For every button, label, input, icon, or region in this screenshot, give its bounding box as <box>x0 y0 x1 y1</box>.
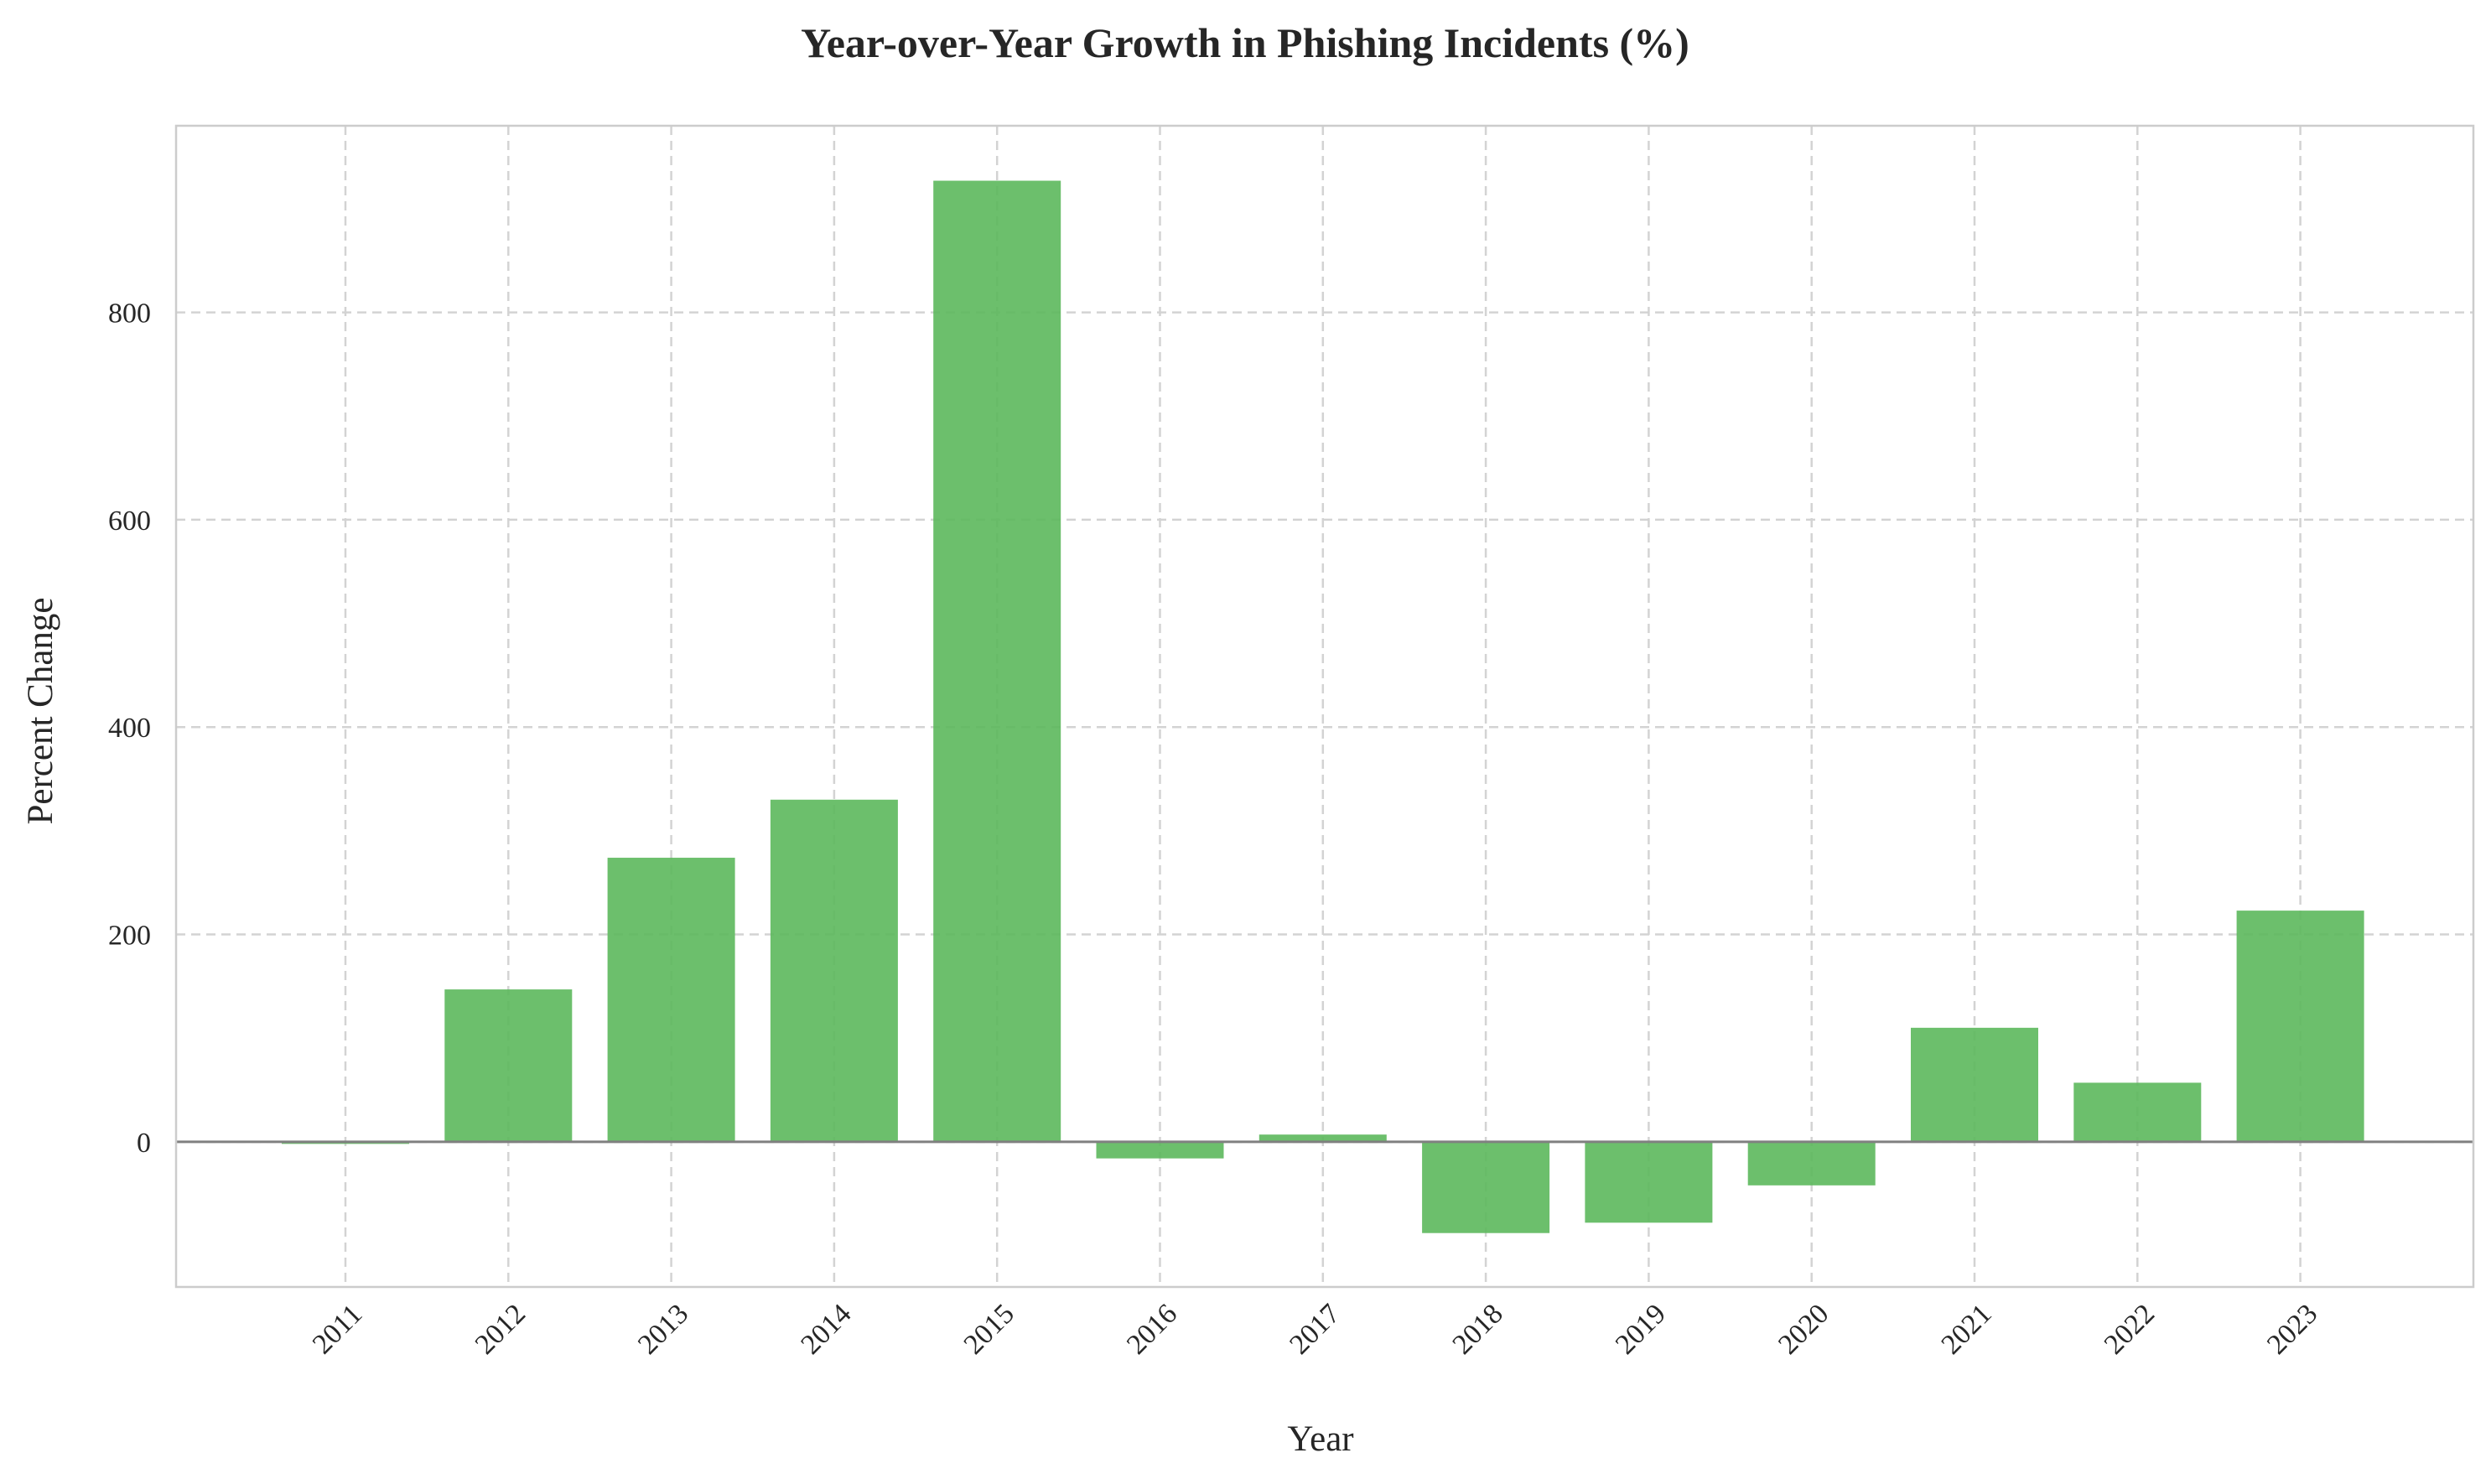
bar-2022 <box>2073 1082 2202 1142</box>
y-tick-label: 600 <box>108 506 151 537</box>
bar-2017 <box>1258 1134 1387 1142</box>
bars <box>282 180 2364 1233</box>
chart-title: Year-over-Year Growth in Phishing Incide… <box>801 19 1689 66</box>
bar-2014 <box>770 799 898 1142</box>
y-tick-label: 200 <box>108 921 151 952</box>
x-axis-label: Year <box>1287 1419 1353 1459</box>
y-tick-label: 0 <box>137 1128 151 1159</box>
y-tick-labels: 0 200 400 600 800 <box>108 298 151 1159</box>
bar-2015 <box>933 180 1061 1142</box>
bar-2023 <box>2236 911 2364 1142</box>
bar-2020 <box>1747 1141 1876 1186</box>
bar-2012 <box>444 989 573 1142</box>
plot-frame <box>174 124 2475 1289</box>
bar-2018 <box>1422 1141 1550 1233</box>
bar-2019 <box>1585 1141 1713 1223</box>
bar-2021 <box>1911 1027 2038 1142</box>
bar-2016 <box>1096 1141 1224 1159</box>
bar-2013 <box>607 858 735 1142</box>
y-tick-label: 400 <box>108 713 151 744</box>
y-tick-label: 800 <box>108 298 151 329</box>
y-axis-label: Percent Change <box>21 597 60 824</box>
